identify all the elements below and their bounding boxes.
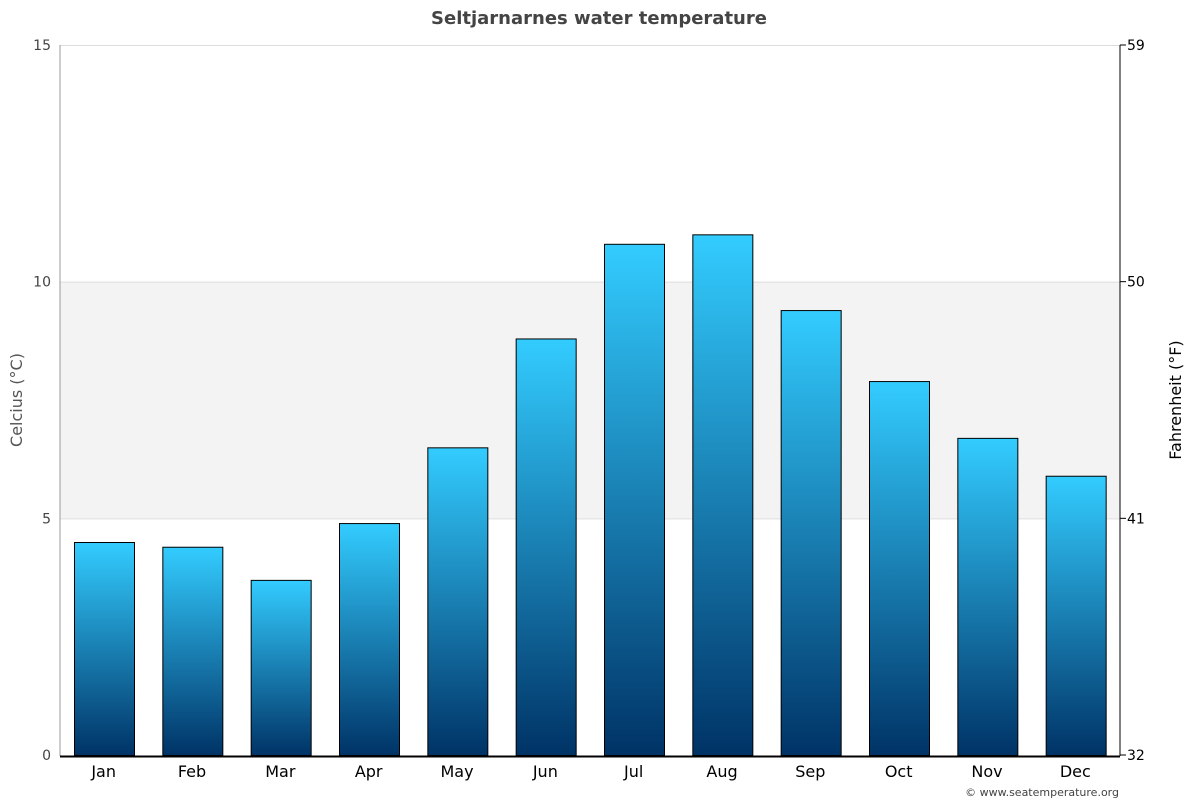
shaded-band [60, 281, 1120, 519]
y-tick-label-right: 59 [1127, 38, 1145, 54]
x-tick-label: Jun [532, 762, 558, 781]
bar-oct [869, 381, 930, 756]
bar-nov [957, 437, 1019, 756]
x-tick-label: Sep [795, 762, 825, 781]
x-tick-label: Jan [90, 762, 116, 781]
x-tick-label: Jul [623, 762, 643, 781]
y-tick-label-left: 15 [33, 38, 51, 54]
y-axis-label-left: Celcius (°C) [7, 353, 26, 447]
y-tick-label-right: 50 [1127, 275, 1145, 291]
bar-sep [780, 310, 842, 756]
bar-apr [339, 523, 400, 756]
bar-mar [250, 579, 312, 756]
bar-feb [162, 546, 224, 756]
x-tick-label: Nov [971, 762, 1002, 781]
y-tick-label-right: 32 [1127, 748, 1145, 764]
bar-jul [604, 243, 665, 757]
x-tick-label: Dec [1060, 762, 1091, 781]
bar-may [427, 447, 489, 756]
bar-dec [1045, 475, 1107, 756]
x-tick-label: Aug [706, 762, 737, 781]
y-tick-label-right: 41 [1127, 511, 1145, 527]
x-tick-label: Mar [265, 762, 296, 781]
y-tick-label-left: 5 [42, 511, 51, 527]
bar-jan [74, 542, 135, 756]
x-tick-label: May [440, 762, 473, 781]
credit: © www.seatemperature.org [965, 786, 1119, 799]
y-axis-label-right: Fahrenheit (°F) [1166, 340, 1185, 459]
x-tick-label: Feb [178, 762, 206, 781]
x-tick-label: Oct [885, 762, 913, 781]
chart-title: Seltjarnarnes water temperature [431, 8, 767, 29]
bar-aug [692, 234, 754, 757]
y-tick-label-left: 0 [42, 748, 51, 764]
bar-jun [515, 338, 577, 756]
x-tick-label: Apr [355, 762, 383, 781]
y-tick-label-left: 10 [33, 275, 51, 291]
